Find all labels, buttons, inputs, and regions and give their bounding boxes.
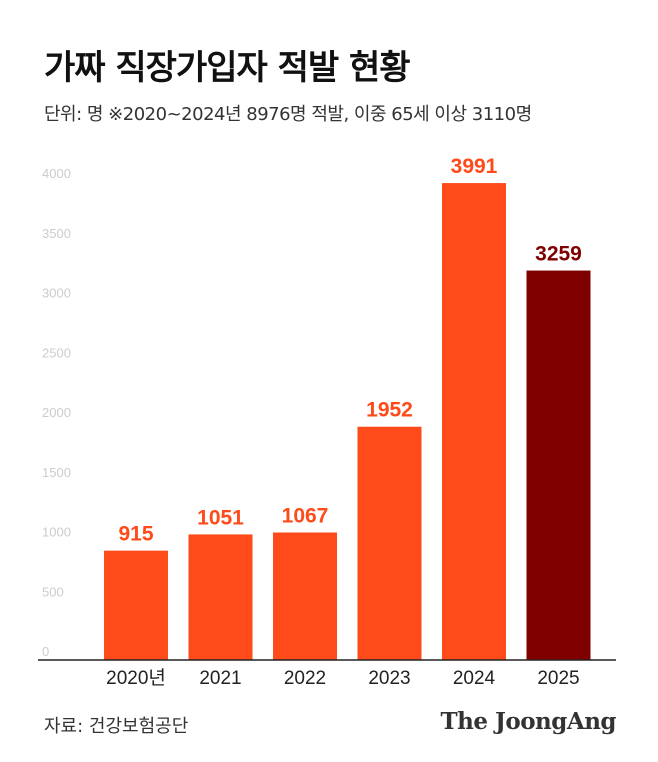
y-tick-label: 2000 (42, 405, 71, 420)
bar (104, 550, 168, 660)
bar (442, 183, 506, 660)
source-note: 자료: 건강보험공단 (44, 716, 189, 737)
bar (273, 532, 337, 660)
y-tick-label: 0 (42, 644, 49, 659)
data-label: 1067 (282, 504, 329, 527)
y-tick-label: 1000 (42, 525, 71, 540)
y-tick-label: 4000 (42, 166, 71, 181)
brand-logo: The JoongAng (440, 708, 617, 735)
bar (526, 270, 591, 660)
x-tick-label: 2023 (368, 668, 410, 689)
data-label: 3991 (451, 155, 498, 178)
data-label: 3259 (535, 243, 582, 266)
data-label: 1952 (366, 399, 413, 422)
bar (188, 534, 253, 660)
y-tick-label: 500 (42, 584, 64, 599)
x-tick-label: 2021 (199, 668, 241, 689)
bar (357, 426, 422, 660)
y-tick-label: 2500 (42, 345, 71, 360)
y-tick-label: 3500 (42, 226, 71, 241)
data-label: 915 (118, 523, 153, 546)
x-tick-label: 2024 (453, 668, 496, 689)
chart-subtitle: 단위: 명 ※2020~2024년 8976명 적발, 이중 65세 이상 31… (44, 104, 532, 125)
y-tick-label: 3000 (42, 286, 71, 301)
x-tick-label: 2025 (537, 668, 579, 689)
chart-title: 가짜 직장가입자 적발 현황 (44, 48, 411, 88)
y-tick-label: 1500 (42, 465, 71, 480)
x-tick-label: 2022 (284, 668, 326, 689)
x-tick-label: 2020년 (106, 667, 166, 689)
data-label: 1051 (197, 506, 244, 529)
